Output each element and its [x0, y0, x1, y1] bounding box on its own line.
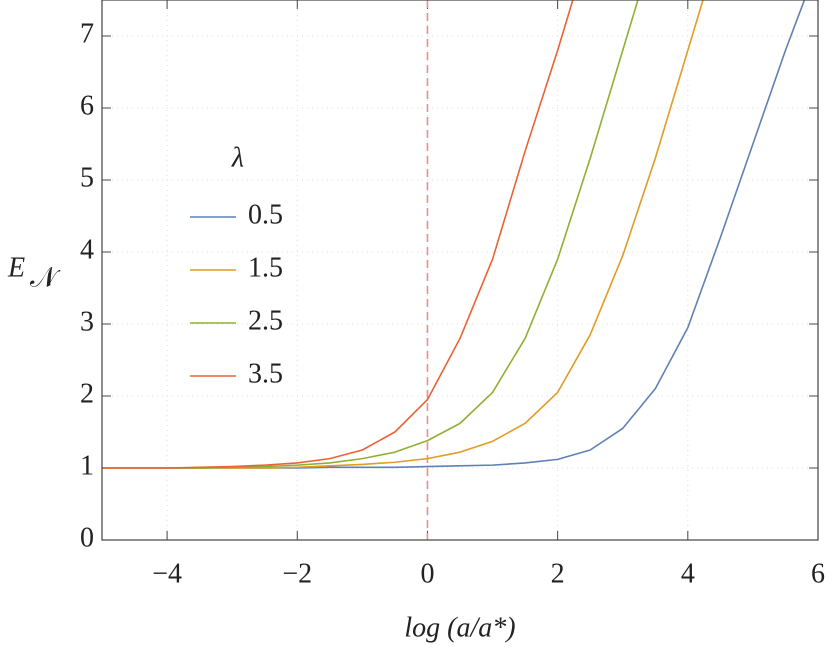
legend-label: 3.5: [248, 358, 283, 389]
legend-label: 2.5: [248, 305, 283, 336]
y-tick-label: 1: [80, 450, 94, 481]
y-tick-label: 2: [80, 378, 94, 409]
y-tick-label: 3: [80, 306, 94, 337]
y-tick-label: 5: [80, 162, 94, 193]
x-tick-label: 4: [681, 558, 695, 589]
x-tick-label: 2: [551, 558, 565, 589]
y-tick-label: 6: [80, 90, 94, 121]
x-axis-label: log (a/a*): [404, 612, 515, 643]
data-line: [102, 0, 574, 469]
y-axis-label: E: [7, 252, 25, 283]
legend-label: 0.5: [248, 199, 283, 230]
legend-label: 1.5: [248, 252, 283, 283]
data-line: [102, 0, 806, 469]
plot-frame: [101, 0, 819, 541]
x-tick-label: −2: [282, 558, 312, 589]
y-axis-label-sub: 𝒩: [30, 262, 61, 293]
plot-area: [102, 0, 806, 469]
x-tick-label: −4: [152, 558, 182, 589]
y-tick-label: 4: [80, 234, 94, 265]
x-tick-label: 0: [420, 558, 434, 589]
y-tick-label: 7: [80, 18, 94, 49]
x-tick-label: 6: [811, 558, 825, 589]
legend-title: λ: [231, 142, 244, 173]
data-line: [102, 0, 704, 469]
y-tick-label: 0: [80, 522, 94, 553]
data-line: [102, 0, 639, 469]
